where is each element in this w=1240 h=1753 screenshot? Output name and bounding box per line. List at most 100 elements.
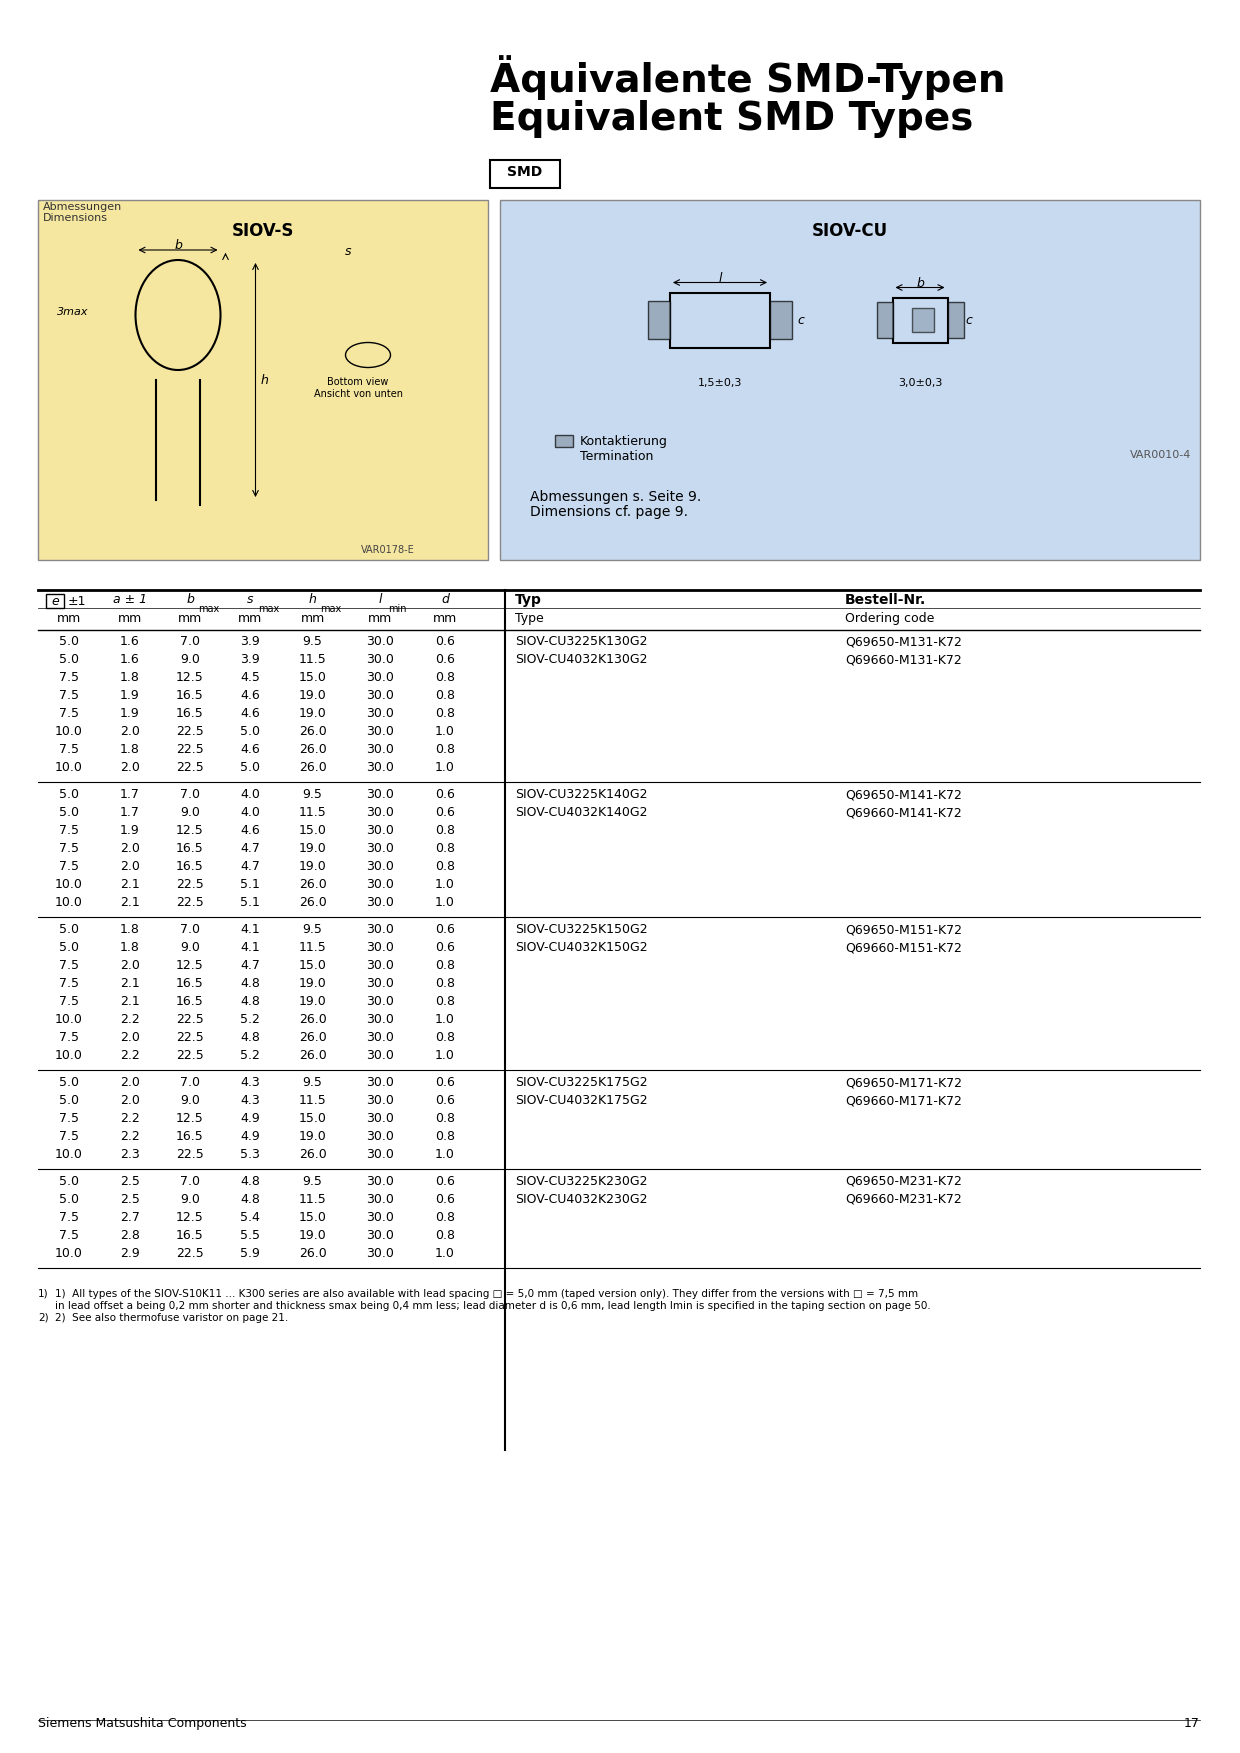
Text: 30.0: 30.0 [366, 924, 394, 936]
Ellipse shape [346, 342, 391, 368]
Text: 0.6: 0.6 [435, 806, 455, 819]
Text: 1.9: 1.9 [120, 706, 140, 720]
Text: 12.5: 12.5 [176, 671, 203, 684]
Text: 30.0: 30.0 [366, 896, 394, 910]
Text: 1.6: 1.6 [120, 654, 140, 666]
Text: 26.0: 26.0 [299, 1048, 326, 1062]
Text: 9.0: 9.0 [180, 654, 200, 666]
Text: 9.0: 9.0 [180, 806, 200, 819]
Text: 19.0: 19.0 [299, 996, 326, 1008]
Text: b: b [916, 277, 924, 289]
Text: 2.0: 2.0 [120, 959, 140, 971]
Text: b: b [174, 238, 182, 252]
Text: 0.8: 0.8 [435, 706, 455, 720]
Text: 2.0: 2.0 [120, 726, 140, 738]
Text: 26.0: 26.0 [299, 726, 326, 738]
Bar [649, 302, 670, 338]
Text: Q69650-M231-K72: Q69650-M231-K72 [844, 1175, 962, 1189]
Text: 30.0: 30.0 [366, 1194, 394, 1206]
Text: Dimensions: Dimensions [43, 214, 108, 223]
Text: Q69650-M131-K72: Q69650-M131-K72 [844, 635, 962, 649]
Text: 2.2: 2.2 [120, 1131, 140, 1143]
Text: 4.8: 4.8 [241, 1175, 260, 1189]
Text: Typ: Typ [515, 593, 542, 607]
Text: 1.0: 1.0 [435, 896, 455, 910]
Text: 7.5: 7.5 [60, 671, 79, 684]
Text: 2): 2) [38, 1313, 48, 1324]
Text: 0.8: 0.8 [435, 976, 455, 990]
Text: 26.0: 26.0 [299, 1031, 326, 1045]
Text: 30.0: 30.0 [366, 789, 394, 801]
Text: Q69650-M171-K72: Q69650-M171-K72 [844, 1076, 962, 1089]
Text: 1.0: 1.0 [435, 761, 455, 775]
Text: 0.8: 0.8 [435, 1111, 455, 1125]
Text: 7.5: 7.5 [60, 1229, 79, 1241]
Text: mm: mm [177, 612, 202, 626]
Text: 0.8: 0.8 [435, 1211, 455, 1224]
Text: 12.5: 12.5 [176, 1111, 203, 1125]
Text: 10.0: 10.0 [55, 878, 83, 891]
Text: 7.0: 7.0 [180, 924, 200, 936]
Text: Ordering code: Ordering code [844, 612, 935, 626]
Text: 7.5: 7.5 [60, 1031, 79, 1045]
Text: 30.0: 30.0 [366, 996, 394, 1008]
Text: 1.0: 1.0 [435, 1013, 455, 1026]
Text: VAR0010-4: VAR0010-4 [1130, 451, 1192, 459]
Text: 2.5: 2.5 [120, 1175, 140, 1189]
Text: 30.0: 30.0 [366, 1031, 394, 1045]
Text: 30.0: 30.0 [366, 841, 394, 855]
Text: 30.0: 30.0 [366, 976, 394, 990]
Text: 2.2: 2.2 [120, 1111, 140, 1125]
Bar [893, 298, 947, 342]
Text: 11.5: 11.5 [299, 806, 326, 819]
Text: 22.5: 22.5 [176, 761, 203, 775]
Text: 30.0: 30.0 [366, 1094, 394, 1106]
Text: 2.3: 2.3 [120, 1148, 140, 1160]
Text: 7.5: 7.5 [60, 706, 79, 720]
Text: h: h [260, 373, 268, 386]
Text: 17: 17 [1184, 1716, 1200, 1730]
Text: 5.1: 5.1 [241, 896, 260, 910]
Text: 7.5: 7.5 [60, 959, 79, 971]
Text: 5.0: 5.0 [241, 761, 260, 775]
Text: 4.8: 4.8 [241, 1031, 260, 1045]
Text: 10.0: 10.0 [55, 896, 83, 910]
Text: 2.7: 2.7 [120, 1211, 140, 1224]
Text: 4.0: 4.0 [241, 789, 260, 801]
Text: 19.0: 19.0 [299, 1229, 326, 1241]
Text: a ± 1: a ± 1 [113, 593, 148, 607]
Text: 16.5: 16.5 [176, 1131, 203, 1143]
Text: Q69650-M151-K72: Q69650-M151-K72 [844, 924, 962, 936]
Text: 7.0: 7.0 [180, 789, 200, 801]
Text: 4.7: 4.7 [241, 959, 260, 971]
Text: 30.0: 30.0 [366, 1148, 394, 1160]
Text: 2.1: 2.1 [120, 896, 140, 910]
Text: 7.0: 7.0 [180, 1076, 200, 1089]
Text: Q69660-M231-K72: Q69660-M231-K72 [844, 1194, 962, 1206]
Text: 2.1: 2.1 [120, 976, 140, 990]
Text: 1.8: 1.8 [120, 743, 140, 756]
Text: Q69660-M171-K72: Q69660-M171-K72 [844, 1094, 962, 1106]
Text: Equivalent SMD Types: Equivalent SMD Types [490, 100, 973, 138]
Text: 2.2: 2.2 [120, 1013, 140, 1026]
Text: 0.6: 0.6 [435, 941, 455, 954]
Text: 0.8: 0.8 [435, 959, 455, 971]
Text: 26.0: 26.0 [299, 743, 326, 756]
Text: 11.5: 11.5 [299, 654, 326, 666]
Text: 0.6: 0.6 [435, 1094, 455, 1106]
Text: 15.0: 15.0 [299, 1111, 326, 1125]
Text: 1,5±0,3: 1,5±0,3 [698, 377, 743, 387]
Ellipse shape [135, 259, 221, 370]
Text: min: min [388, 605, 407, 614]
Text: 2.9: 2.9 [120, 1246, 140, 1260]
Text: 7.5: 7.5 [60, 996, 79, 1008]
Text: 19.0: 19.0 [299, 861, 326, 873]
Text: 5.5: 5.5 [241, 1229, 260, 1241]
Text: 4.6: 4.6 [241, 824, 260, 836]
Text: ±1: ±1 [68, 594, 87, 608]
Text: 0.6: 0.6 [435, 654, 455, 666]
Text: 2.0: 2.0 [120, 761, 140, 775]
Bar [500, 200, 1200, 559]
Text: 1.7: 1.7 [120, 789, 140, 801]
Text: SIOV-CU4032K130G2: SIOV-CU4032K130G2 [515, 654, 647, 666]
